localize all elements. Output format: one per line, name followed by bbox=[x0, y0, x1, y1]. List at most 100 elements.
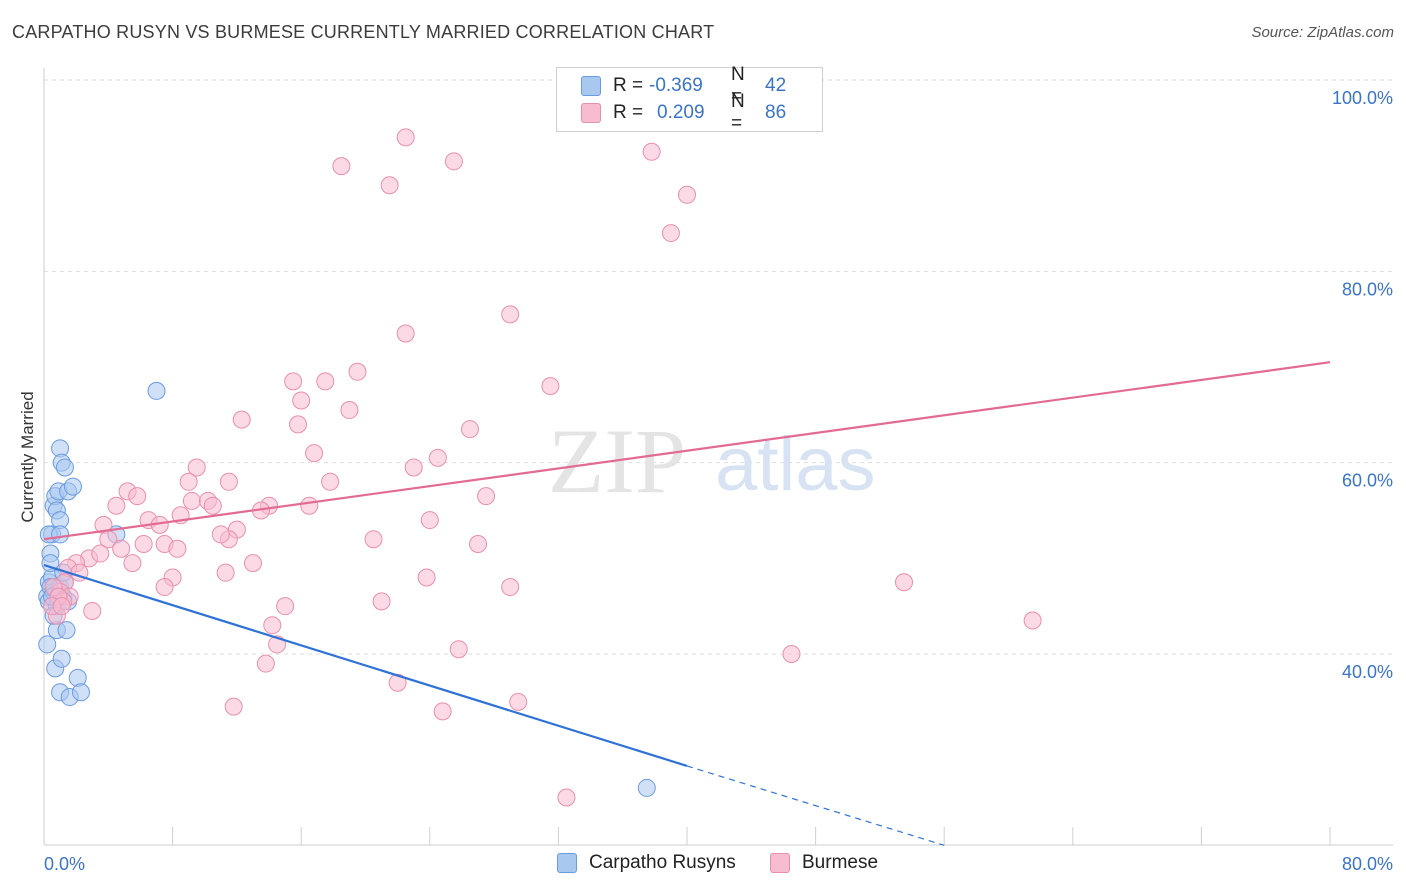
burmese-point bbox=[216, 563, 235, 582]
y-tick-label: 80.0% bbox=[1342, 279, 1393, 299]
legend-swatch-blue bbox=[581, 76, 601, 96]
burmese-point bbox=[91, 544, 110, 563]
burmese-point bbox=[316, 372, 335, 391]
burmese-point bbox=[292, 391, 311, 410]
series-legend: Carpatho Rusyns Burmese bbox=[0, 852, 1406, 878]
carpatho-rusyns-point bbox=[55, 458, 74, 477]
burmese-point bbox=[123, 554, 142, 573]
y-tick-label: 100.0% bbox=[1332, 88, 1393, 108]
legend-row-carpatho-rusyns: R = -0.369 N = 42 bbox=[581, 64, 787, 107]
axes bbox=[43, 68, 1393, 846]
legend-r-label: R = bbox=[613, 75, 644, 96]
burmese-point bbox=[128, 487, 147, 506]
series-legend-carpatho-rusyns: Carpatho Rusyns bbox=[557, 852, 736, 874]
legend-n-label: N = bbox=[731, 91, 745, 134]
burmese-point bbox=[300, 496, 319, 515]
x-tick-label-min: 0.0% bbox=[44, 854, 85, 874]
carpatho-rusyns-point bbox=[51, 525, 70, 544]
legend-r-value: -0.369 bbox=[649, 75, 703, 96]
burmese-point bbox=[276, 597, 295, 616]
trendlines bbox=[43, 361, 1331, 846]
burmese-points bbox=[43, 128, 1042, 807]
burmese-point bbox=[501, 578, 520, 597]
legend-n-value: 42 bbox=[765, 75, 787, 96]
chart-source: Source: ZipAtlas.com bbox=[1251, 24, 1394, 41]
burmese-point bbox=[52, 597, 71, 616]
burmese-point bbox=[168, 539, 187, 558]
series-legend-label: Carpatho Rusyns bbox=[589, 852, 736, 873]
burmese-point bbox=[232, 410, 251, 429]
burmese-point bbox=[417, 568, 436, 587]
burmese-point bbox=[203, 496, 222, 515]
burmese-point bbox=[469, 534, 488, 553]
burmese-point bbox=[895, 573, 914, 592]
series-legend-burmese: Burmese bbox=[770, 852, 878, 874]
y-tick-labels: 40.0% 60.0% 80.0% 100.0% bbox=[1332, 88, 1393, 682]
burmese-point bbox=[501, 305, 520, 324]
burmese-point bbox=[449, 640, 468, 659]
burmese-point bbox=[112, 539, 131, 558]
burmese-point bbox=[1023, 611, 1042, 630]
carpatho-rusyns-point bbox=[38, 635, 57, 654]
x-axis-ticks bbox=[43, 827, 1331, 845]
burmese-point bbox=[83, 601, 102, 620]
burmese-point bbox=[321, 472, 340, 491]
burmese-point bbox=[388, 673, 407, 692]
burmese-point bbox=[155, 578, 174, 597]
legend-n-value: 86 bbox=[765, 102, 787, 123]
y-tick-label: 40.0% bbox=[1342, 662, 1393, 682]
y-axis-label: Currently Married bbox=[18, 391, 37, 522]
burmese-point bbox=[179, 472, 198, 491]
burmese-point bbox=[288, 415, 307, 434]
carpatho-rusyns-trendline bbox=[43, 563, 688, 767]
burmese-point bbox=[107, 496, 126, 515]
x-tick-label-max: 80.0% bbox=[1342, 854, 1393, 874]
legend-r-value: 0.209 bbox=[657, 102, 705, 123]
burmese-point bbox=[348, 362, 367, 381]
burmese-point bbox=[782, 645, 801, 663]
burmese-point bbox=[187, 458, 206, 477]
carpatho-rusyns-point bbox=[57, 621, 76, 640]
burmese-point bbox=[372, 592, 391, 611]
legend-row-burmese: R = 0.209 N = 86 bbox=[581, 91, 787, 134]
watermark: ZIP atlas bbox=[548, 410, 876, 512]
burmese-point bbox=[305, 444, 324, 463]
burmese-point bbox=[433, 702, 452, 721]
burmese-point bbox=[477, 487, 496, 506]
legend-swatch-pink bbox=[581, 103, 601, 123]
burmese-point bbox=[661, 224, 680, 243]
stats-legend: R = -0.369 N = 42 R = 0.209 N = 86 bbox=[556, 64, 823, 134]
burmese-point bbox=[460, 420, 479, 439]
carpatho-rusyns-point bbox=[52, 649, 71, 668]
burmese-point bbox=[263, 616, 282, 635]
burmese-point bbox=[642, 142, 661, 161]
burmese-point bbox=[243, 554, 262, 573]
y-tick-label: 60.0% bbox=[1342, 471, 1393, 491]
series-swatch-pink bbox=[770, 853, 790, 873]
burmese-point bbox=[256, 654, 275, 673]
burmese-point bbox=[134, 534, 153, 553]
burmese-point bbox=[284, 372, 303, 391]
burmese-point bbox=[396, 128, 415, 147]
burmese-point bbox=[404, 458, 423, 477]
carpatho-rusyns-point bbox=[71, 683, 90, 702]
burmese-point bbox=[557, 788, 576, 807]
burmese-point bbox=[211, 525, 230, 544]
carpatho-rusyns-trendline-extension bbox=[686, 765, 945, 846]
carpatho-rusyns-point bbox=[637, 778, 656, 797]
carpatho-rusyns-point bbox=[63, 477, 82, 496]
chart-title: CARPATHO RUSYN VS BURMESE CURRENTLY MARR… bbox=[12, 22, 715, 42]
series-legend-label: Burmese bbox=[802, 852, 879, 873]
burmese-point bbox=[678, 185, 696, 204]
burmese-point bbox=[428, 448, 447, 467]
burmese-point bbox=[380, 176, 399, 195]
burmese-point bbox=[420, 511, 439, 530]
burmese-point bbox=[396, 324, 415, 343]
burmese-point bbox=[332, 157, 351, 176]
burmese-point bbox=[182, 491, 201, 510]
burmese-point bbox=[364, 530, 383, 549]
legend-n-label: N = bbox=[731, 64, 745, 107]
burmese-point bbox=[224, 697, 243, 716]
burmese-point bbox=[340, 401, 359, 420]
